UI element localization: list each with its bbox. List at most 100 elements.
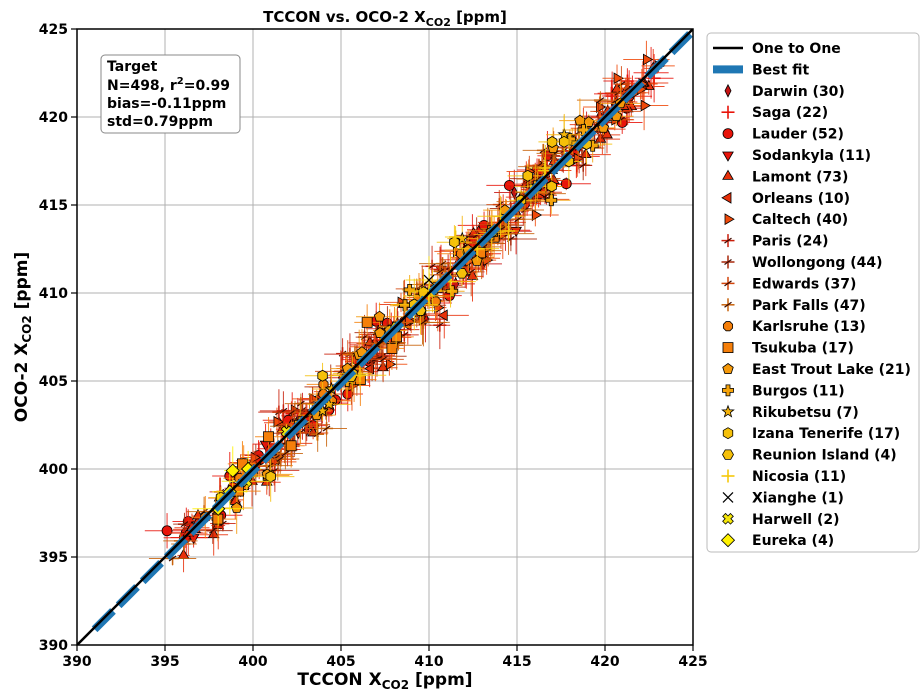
stats-box: Target N=498, r2=0.99 bias=-0.11ppm std=… xyxy=(100,54,241,134)
legend-label: Wollongong (44) xyxy=(752,255,883,271)
legend-item: Edwards (37) xyxy=(721,276,856,292)
legend-label: Reunion Island (4) xyxy=(752,448,897,464)
data-point xyxy=(449,236,460,249)
legend-marker xyxy=(721,469,735,483)
legend-marker xyxy=(722,128,734,140)
data-point xyxy=(206,524,220,538)
x-tick-label: 415 xyxy=(502,654,531,670)
legend-marker xyxy=(722,363,734,374)
x-tick-label: 420 xyxy=(590,654,619,670)
legend-marker xyxy=(720,533,736,548)
data-point xyxy=(492,198,506,212)
data-point xyxy=(423,274,435,286)
data-point xyxy=(613,72,624,85)
data-point xyxy=(403,283,416,296)
x-axis-title: TCCON XCO2 [ppm] xyxy=(297,670,472,692)
legend-marker xyxy=(721,255,735,269)
chart-title: TCCON vs. OCO-2 XCO2 [ppm] xyxy=(263,8,507,29)
x-tick-label: 410 xyxy=(414,654,443,670)
legend-item: Paris (24) xyxy=(721,234,829,250)
legend-label: Burgos (11) xyxy=(752,383,845,399)
y-tick-label: 390 xyxy=(39,638,68,654)
legend-item: Saga (22) xyxy=(721,105,828,121)
data-point xyxy=(373,310,386,322)
legend-item: Park Falls (47) xyxy=(721,298,866,314)
y-tick-label: 400 xyxy=(39,462,68,478)
data-point xyxy=(374,326,386,338)
data-point xyxy=(502,224,516,238)
data-point xyxy=(317,369,328,382)
legend-item: Orleans (10) xyxy=(721,191,850,207)
legend-label: Xianghe (1) xyxy=(752,490,844,506)
legend-item: Izana Tenerife (17) xyxy=(722,426,900,442)
legend-label: Karlsruhe (13) xyxy=(752,319,866,335)
legend-fit-swatch xyxy=(713,65,743,74)
data-point xyxy=(273,452,287,466)
legend-label: Eureka (4) xyxy=(752,533,834,549)
data-point xyxy=(385,358,397,371)
legend-item: One to One xyxy=(713,41,841,57)
data-point xyxy=(437,309,448,322)
data-point xyxy=(640,99,651,112)
one-to-one-line xyxy=(77,29,693,645)
legend-item: Lauder (52) xyxy=(722,127,844,143)
legend-label: Best fit xyxy=(752,62,809,78)
legend: One to One Best fit Darwin (30) Saga (22) La… xyxy=(706,32,920,553)
data-point xyxy=(311,427,325,441)
legend-label: East Trout Lake (21) xyxy=(752,362,911,378)
data-point xyxy=(265,470,276,483)
y-tick-label: 425 xyxy=(39,22,68,38)
data-point xyxy=(230,501,243,513)
stats-std: std=0.79ppm xyxy=(107,114,213,130)
legend-marker xyxy=(722,169,734,180)
legend-label: Orleans (10) xyxy=(752,191,850,207)
x-tick-label: 425 xyxy=(678,654,707,670)
legend-item: Eureka (4) xyxy=(720,533,834,549)
y-tick-label: 395 xyxy=(39,550,68,566)
legend-label: Rikubetsu (7) xyxy=(752,405,859,421)
data-point xyxy=(294,397,308,411)
legend-item: Nicosia (11) xyxy=(721,469,846,485)
legend-marker xyxy=(722,427,734,440)
legend-label: Lauder (52) xyxy=(752,127,844,143)
data-point xyxy=(455,268,468,279)
legend-item: Karlsruhe (13) xyxy=(722,319,866,335)
data-point xyxy=(263,431,274,443)
legend-item: Lamont (73) xyxy=(722,169,848,185)
stats-title: Target xyxy=(107,59,158,75)
legend-label: Caltech (40) xyxy=(752,212,848,228)
data-point xyxy=(376,352,390,366)
legend-item: Sodankyla (11) xyxy=(722,148,871,164)
legend-item: Caltech (40) xyxy=(724,212,848,228)
legend-item: Wollongong (44) xyxy=(721,255,883,271)
data-point xyxy=(161,525,173,537)
data-point xyxy=(207,527,220,539)
legend-label: Paris (24) xyxy=(752,234,829,250)
data-point xyxy=(576,158,590,172)
data-point xyxy=(511,212,525,226)
data-point xyxy=(353,368,367,382)
data-point xyxy=(361,316,373,328)
plot-border xyxy=(76,28,694,646)
axis-ticks: 390 395 400 405 410 415 420 425 390 395 400 405 410 4… xyxy=(39,22,708,670)
legend-marker xyxy=(722,342,734,354)
legend-label: Saga (22) xyxy=(752,105,828,121)
data-point xyxy=(466,269,479,280)
data-point xyxy=(320,421,334,435)
y-axis-title: OCO-2 XCO2 [ppm] xyxy=(12,252,34,422)
data-point xyxy=(177,517,191,531)
x-tick-label: 405 xyxy=(326,654,355,670)
legend-marker xyxy=(722,512,734,525)
legend-marker xyxy=(722,491,734,503)
legend-label: Harwell (2) xyxy=(752,512,840,528)
legend-marker xyxy=(724,213,735,226)
data-point xyxy=(504,180,515,191)
data-point xyxy=(531,209,543,221)
reference-lines xyxy=(77,29,693,645)
legend-label: Nicosia (11) xyxy=(752,469,846,485)
data-point xyxy=(545,194,558,207)
data-point xyxy=(285,440,297,452)
legend-label: Tsukuba (17) xyxy=(752,341,854,357)
legend-label: Izana Tenerife (17) xyxy=(752,426,900,442)
legend-marker xyxy=(722,151,734,162)
